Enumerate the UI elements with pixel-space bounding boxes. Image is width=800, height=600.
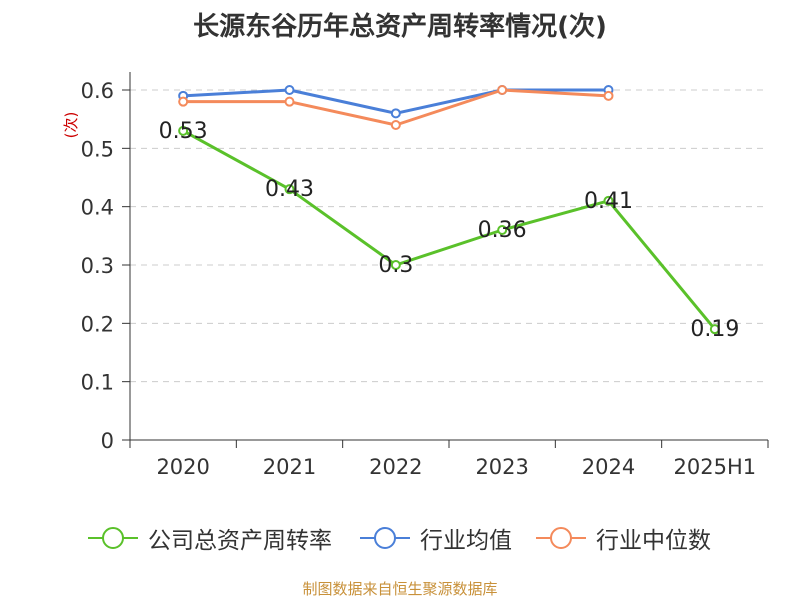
x-tick-label: 2022 xyxy=(369,455,422,479)
legend-item-industry-mean[interactable]: 行业均值 xyxy=(360,518,512,558)
data-label: 0.43 xyxy=(265,177,314,202)
legend-swatch-company xyxy=(88,526,138,550)
data-point-1[interactable] xyxy=(390,108,401,119)
data-point-0[interactable] xyxy=(178,125,189,136)
x-tick-label: 2021 xyxy=(263,455,316,479)
series-line-2 xyxy=(183,88,609,127)
data-label: 0.36 xyxy=(478,218,527,243)
data-label: 0.3 xyxy=(378,253,413,278)
data-point-2[interactable] xyxy=(390,120,401,130)
y-axis-label: (次) xyxy=(62,112,80,139)
chart-title: 长源东谷历年总资产周转率情况(次) xyxy=(193,12,607,42)
data-point-2[interactable] xyxy=(603,90,614,101)
y-tick-label: 0.2 xyxy=(81,312,114,336)
series-line-0 xyxy=(182,129,716,331)
y-tick-label: 0 xyxy=(101,429,114,453)
data-point-2[interactable] xyxy=(178,96,189,107)
data-point-2[interactable] xyxy=(284,96,295,107)
x-tick-label: 2024 xyxy=(582,455,635,479)
legend-swatch-industry-median xyxy=(536,526,586,550)
data-point-0[interactable] xyxy=(709,324,720,335)
legend-item-company[interactable]: 公司总资产周转率 xyxy=(88,518,332,558)
y-tick-label: 0.5 xyxy=(81,137,114,161)
x-tick-label: 2025H1 xyxy=(674,455,757,479)
x-tick-label: 2020 xyxy=(156,455,209,479)
data-point-0[interactable] xyxy=(284,184,295,195)
x-tick-label: 2023 xyxy=(475,455,528,479)
source-note: 制图数据来自恒生聚源数据库 xyxy=(302,580,498,598)
y-tick-label: 0.3 xyxy=(81,254,114,278)
data-point-2[interactable] xyxy=(497,85,508,95)
legend-item-industry-median[interactable]: 行业中位数 xyxy=(536,518,711,558)
legend: 公司总资产周转率 行业均值 行业中位数 xyxy=(0,518,800,558)
y-tick-label: 0.1 xyxy=(81,371,114,395)
data-point-0[interactable] xyxy=(390,260,401,270)
data-point-0[interactable] xyxy=(497,225,508,235)
y-tick-label: 0.4 xyxy=(81,196,114,220)
data-label: 0.53 xyxy=(159,119,208,144)
legend-label-industry-median: 行业中位数 xyxy=(596,528,711,554)
legend-label-industry-mean: 行业均值 xyxy=(420,528,512,554)
legend-label-company: 公司总资产周转率 xyxy=(148,528,332,554)
data-point-1[interactable] xyxy=(284,85,295,95)
data-label: 0.19 xyxy=(690,317,739,342)
legend-swatch-industry-mean xyxy=(360,526,410,550)
y-tick-label: 0.6 xyxy=(81,79,114,103)
data-label: 0.41 xyxy=(584,189,633,214)
data-point-0[interactable] xyxy=(603,195,614,206)
